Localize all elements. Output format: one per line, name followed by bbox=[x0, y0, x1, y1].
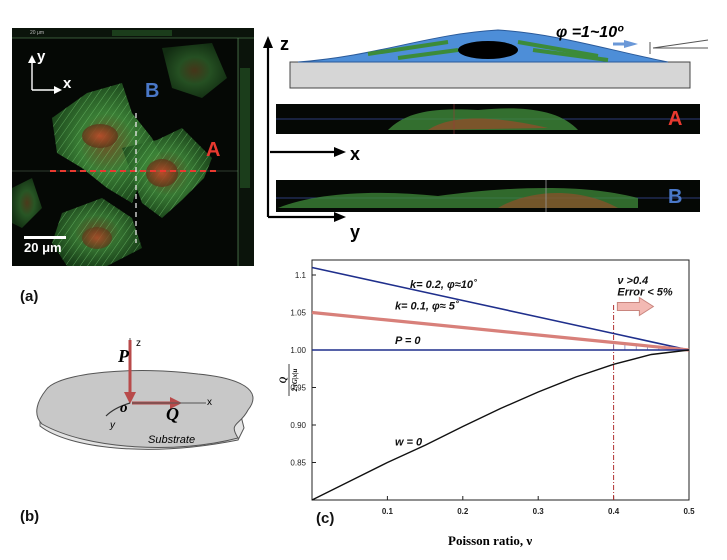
panel-b-drawing bbox=[28, 330, 278, 480]
range-arrow bbox=[616, 296, 655, 317]
nucleus bbox=[458, 41, 518, 59]
plot-frame bbox=[311, 259, 690, 501]
series-line-3 bbox=[311, 349, 690, 501]
panel-b-label: (b) bbox=[20, 508, 40, 525]
y-tick-label: 0.85 bbox=[290, 459, 306, 468]
micrograph bbox=[12, 28, 254, 266]
series-label-3: w = 0 bbox=[395, 436, 423, 448]
strip-b-marker: B bbox=[668, 186, 683, 208]
strip-a-marker: A bbox=[668, 108, 683, 130]
series-line-1 bbox=[311, 310, 690, 352]
chart-x-label: Poisson ratio, ν bbox=[448, 533, 533, 548]
series-label-1: k= 0.1, φ≈ 5˚ bbox=[395, 301, 459, 313]
origin-label: o bbox=[120, 400, 128, 416]
schematic bbox=[258, 22, 727, 252]
series-label-0: k= 0.2, φ≈10˚ bbox=[410, 279, 477, 291]
y-axis-label-numerator: Q bbox=[278, 376, 288, 383]
schematic-axis-y: y bbox=[350, 222, 361, 242]
panel-a-label: (a) bbox=[20, 288, 39, 305]
b-axis-x: x bbox=[207, 397, 212, 408]
b-axis-z: z bbox=[136, 338, 141, 349]
y-axis-label: Q 2πG|x|u bbox=[278, 364, 299, 396]
y-tick-label: 0.90 bbox=[290, 421, 306, 430]
force-p-label: P bbox=[118, 346, 129, 366]
scalebar-label: 20 μm bbox=[24, 240, 62, 255]
x-tick-label: 0.3 bbox=[533, 507, 545, 516]
poisson-chart: 0.85 0.90 0.95 1.00 1.05 1.1 0.1 0.2 0.3 0.4 0.5 k=… bbox=[278, 259, 695, 516]
panel-c-label: (c) bbox=[316, 510, 335, 527]
x-tick-label: 0.1 bbox=[382, 507, 394, 516]
x-tick-label: 0.4 bbox=[608, 507, 620, 516]
schematic-axis-x: x bbox=[350, 144, 361, 164]
marker-a: A bbox=[206, 139, 221, 161]
annotation-error: Error < 5% bbox=[617, 286, 673, 298]
axis-y-label: y bbox=[37, 48, 46, 65]
plot-area: 0.85 0.90 0.95 1.00 1.05 1.1 0.1 0.2 0.3 0.4 0.5 k=… bbox=[290, 259, 695, 516]
force-q-label: Q bbox=[166, 404, 179, 424]
y-tick-label: 1.1 bbox=[295, 271, 307, 280]
b-axis-y: y bbox=[110, 420, 115, 431]
x-tick-label: 0.5 bbox=[683, 507, 695, 516]
y-tick-label: 1.05 bbox=[290, 309, 306, 318]
y-tick-label: 0.95 bbox=[290, 384, 306, 393]
series-line-0 bbox=[311, 266, 690, 351]
y-axis-label-denominator: 2πG|x|u bbox=[291, 368, 299, 392]
axis-x-label: x bbox=[63, 75, 72, 92]
marker-b: B bbox=[145, 80, 160, 102]
x-tick-label: 0.2 bbox=[457, 507, 469, 516]
y-tick-label: 1.00 bbox=[290, 346, 306, 355]
schematic-axis-z: z bbox=[280, 34, 289, 54]
angle-label: φ =1~10º bbox=[556, 24, 623, 41]
series-label-2: P = 0 bbox=[395, 335, 421, 347]
substrate-label: Substrate bbox=[148, 434, 196, 446]
annotation-threshold: ν >0.4 bbox=[617, 275, 648, 287]
tiny-scale-label: 20 μm bbox=[30, 30, 44, 36]
panel-a-image bbox=[12, 28, 254, 266]
scalebar bbox=[24, 236, 66, 239]
